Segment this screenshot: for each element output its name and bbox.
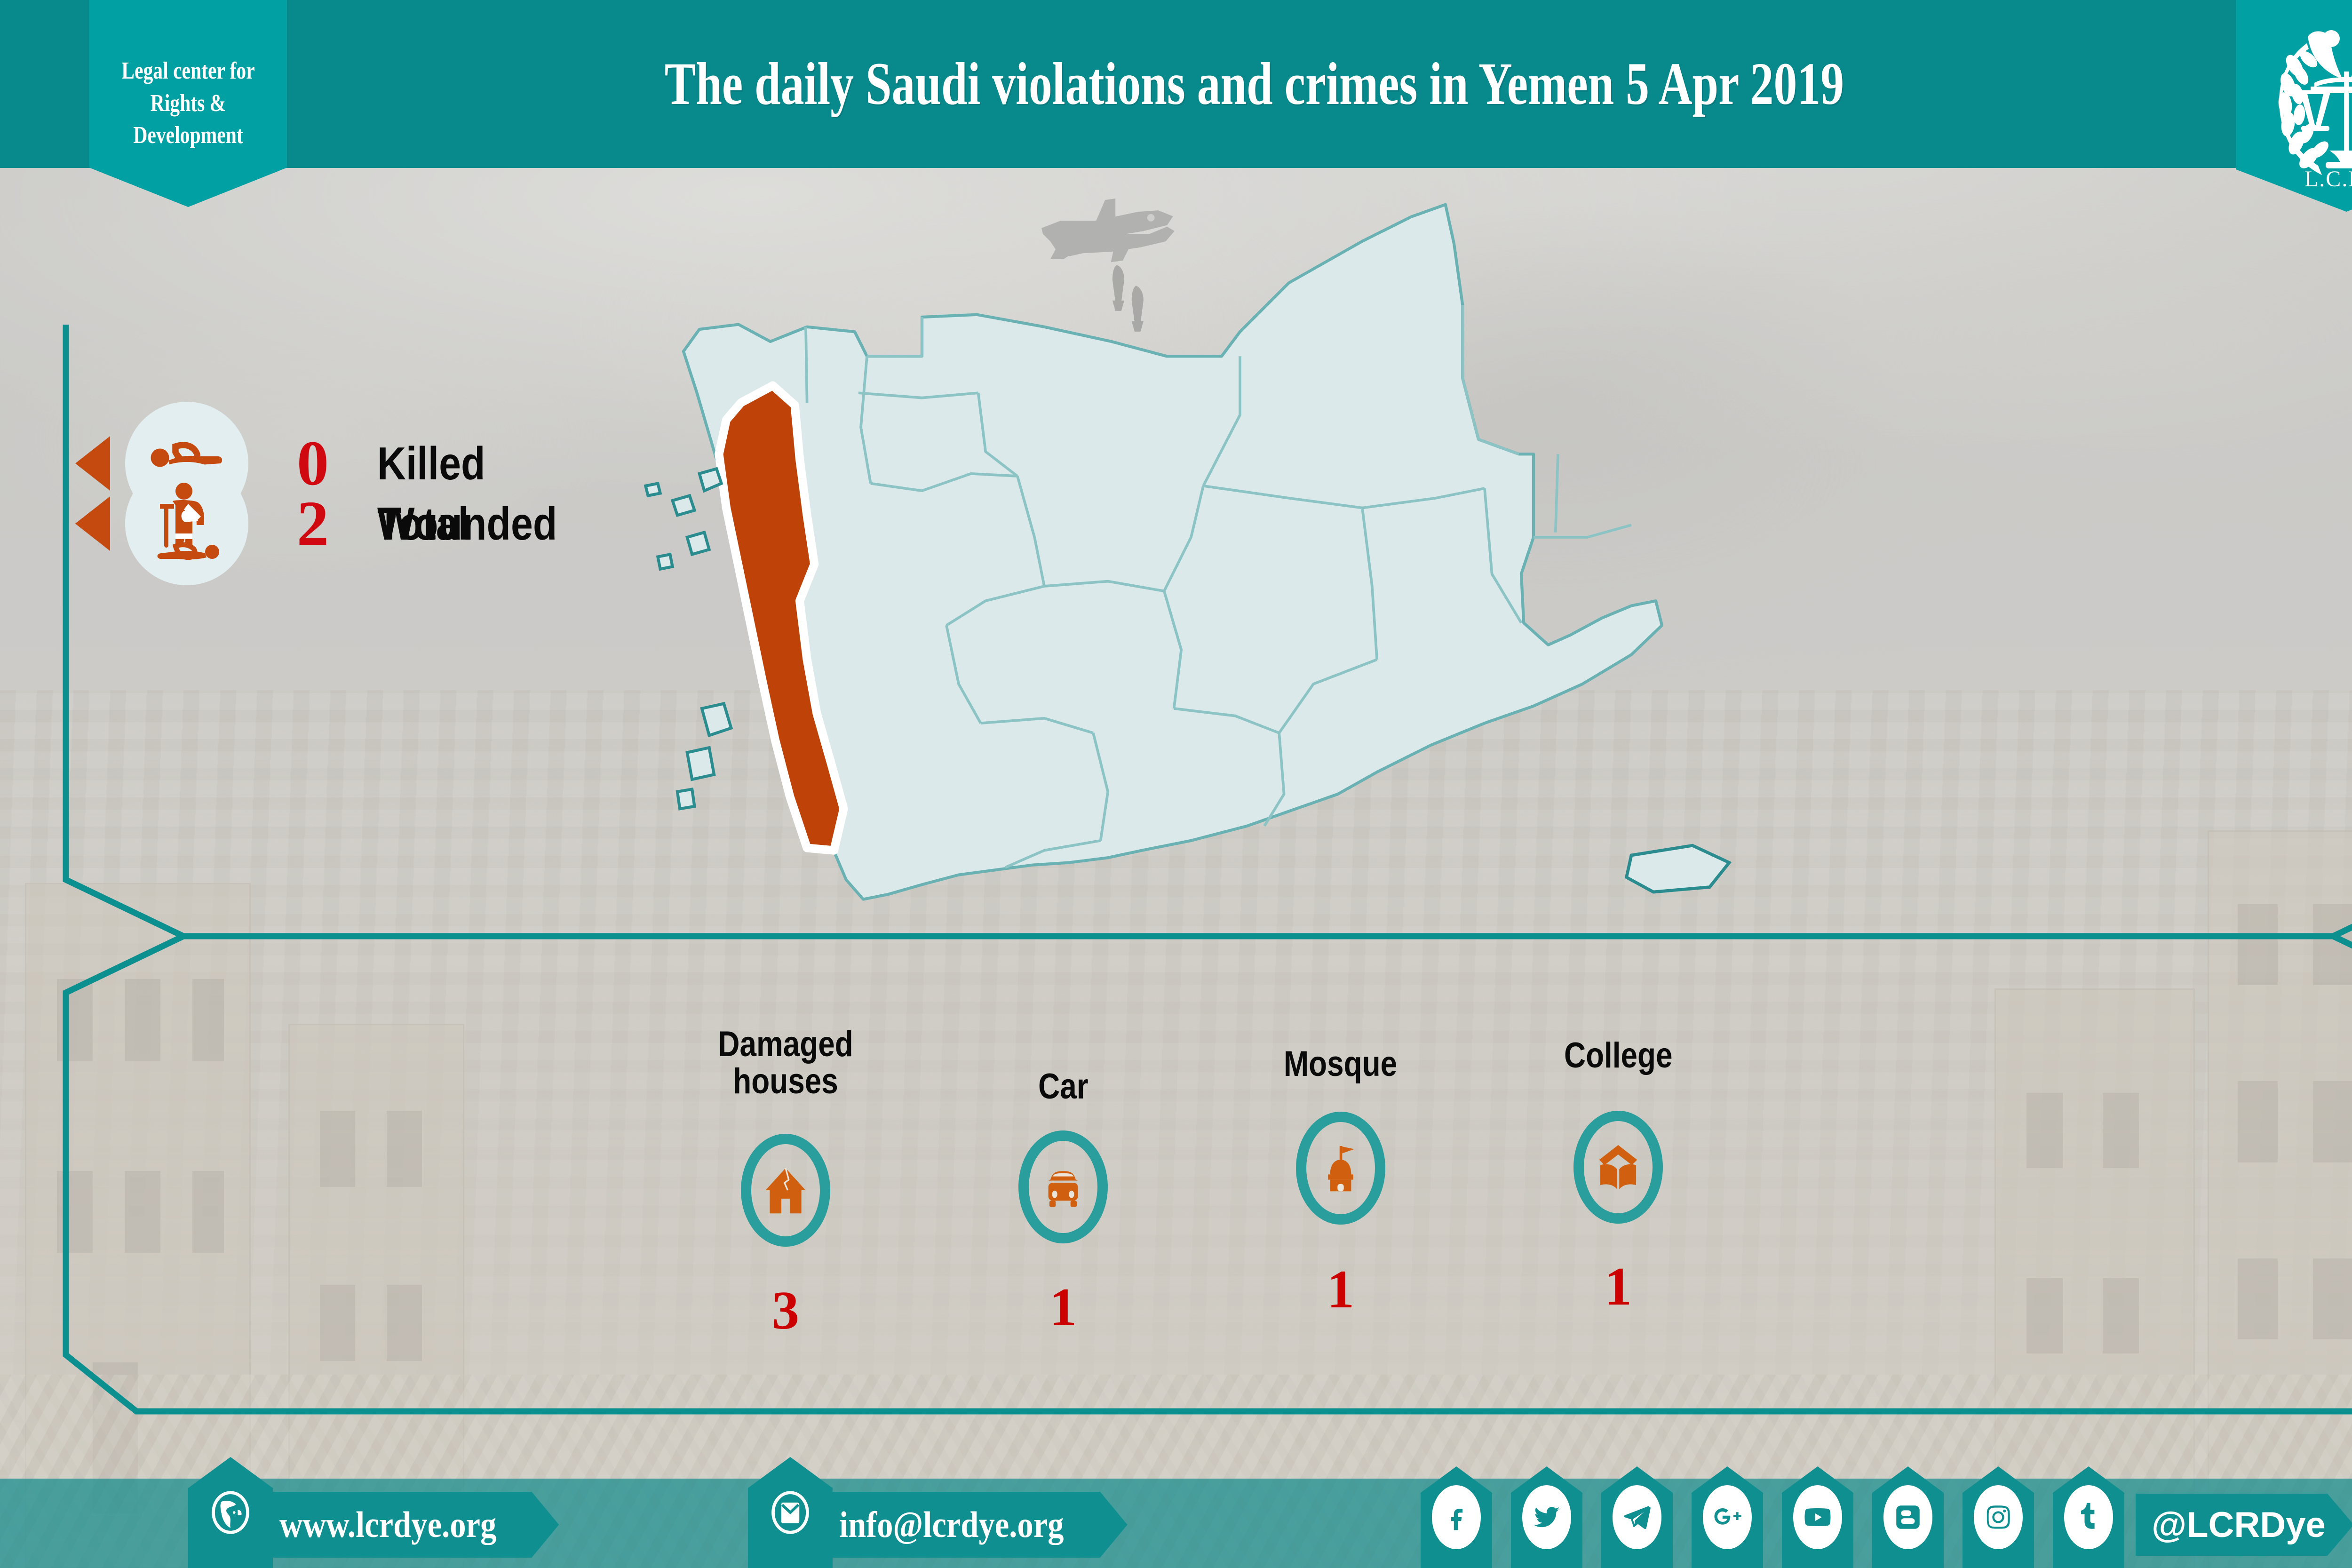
highlighted-province-al-hudaydah — [715, 381, 848, 855]
killed-value: 0 — [297, 428, 329, 499]
injured-and-body-icon — [157, 483, 219, 560]
car-icon — [1048, 1171, 1078, 1207]
tumblr-icon — [2081, 1503, 2095, 1529]
telegram-icon — [1624, 1505, 1651, 1529]
website-label-pill[interactable]: www.lcrdye.org — [263, 1492, 559, 1558]
wounded-label: Wounded — [377, 498, 557, 549]
blogger-icon — [1896, 1505, 1920, 1529]
college-icon-ring — [1573, 1111, 1663, 1224]
college-label: College — [1564, 1035, 1673, 1075]
youtube-icon — [1804, 1508, 1831, 1526]
envelope-icon — [771, 1491, 809, 1534]
mosque-icon — [1328, 1146, 1355, 1192]
college-value: 1 — [1605, 1257, 1632, 1317]
facebook-icon — [1451, 1509, 1463, 1530]
yemen-map-svg — [644, 203, 1732, 901]
houses-value: 3 — [772, 1281, 799, 1341]
car-icon-ring — [1018, 1130, 1108, 1244]
houses-icon-ring — [741, 1134, 830, 1247]
house-icon — [765, 1168, 806, 1214]
car-label: Car — [1038, 1067, 1089, 1106]
houses-label: Damaged houses — [718, 1024, 853, 1102]
damage-item-college: College 1 — [1534, 1026, 1703, 1314]
footer: www.lcrdye.org info@lcrdye.org — [0, 1455, 2352, 1568]
page-title: The daily Saudi violations and crimes in… — [664, 50, 1844, 117]
yemen-map — [555, 169, 1778, 979]
globe-icon — [212, 1491, 249, 1534]
total-label: Total — [377, 498, 469, 549]
email-badge[interactable] — [748, 1457, 833, 1568]
wounded-value: 2 — [297, 488, 329, 559]
open-book-icon — [1599, 1145, 1637, 1190]
total-value: 2 — [297, 488, 329, 559]
damage-item-houses: Damaged houses 3 — [701, 1026, 870, 1338]
org-name-label: Legal center for Rights & Development — [121, 57, 255, 149]
lcrd-logo-icon: L.C.R.D — [2278, 30, 2352, 191]
instagram-icon — [1986, 1505, 2010, 1529]
car-value: 1 — [1049, 1277, 1077, 1338]
email-text: info@lcrdye.org — [839, 1504, 1064, 1545]
damage-item-mosque: Mosque 1 — [1256, 1026, 1425, 1317]
mosque-label: Mosque — [1284, 1044, 1398, 1084]
logo-acronym: L.C.R.D — [2304, 167, 2352, 191]
google-plus-icon — [1714, 1508, 1741, 1525]
arrow-marker-left-icon — [75, 496, 110, 551]
fighter-jet-icon — [1025, 188, 1223, 343]
social-handle-pill[interactable]: @LCRDye — [2136, 1494, 2352, 1556]
website-badge[interactable] — [188, 1457, 273, 1568]
email-label-pill[interactable]: info@lcrdye.org — [823, 1492, 1128, 1558]
mosque-icon-ring — [1296, 1112, 1385, 1225]
header-bar: The daily Saudi violations and crimes in… — [0, 0, 2352, 168]
logo-ribbon: L.C.R.D — [2236, 0, 2352, 212]
stat-row-total: 2 Total — [75, 455, 484, 592]
org-name-ribbon: Legal center for Rights & Development — [89, 0, 287, 207]
website-text: www.lcrdye.org — [279, 1504, 497, 1545]
social-youtube[interactable] — [1782, 1466, 1853, 1568]
damage-item-car: Car 1 — [978, 1026, 1148, 1335]
mosque-value: 1 — [1327, 1259, 1354, 1320]
twitter-icon — [1534, 1507, 1560, 1528]
handle-text: @LCRDye — [2152, 1504, 2326, 1545]
total-icon-disc — [125, 462, 248, 585]
killed-label: Killed — [377, 438, 485, 489]
damage-row: Damaged houses 3 Car — [701, 1026, 1703, 1421]
content-frame — [63, 325, 2352, 1415]
